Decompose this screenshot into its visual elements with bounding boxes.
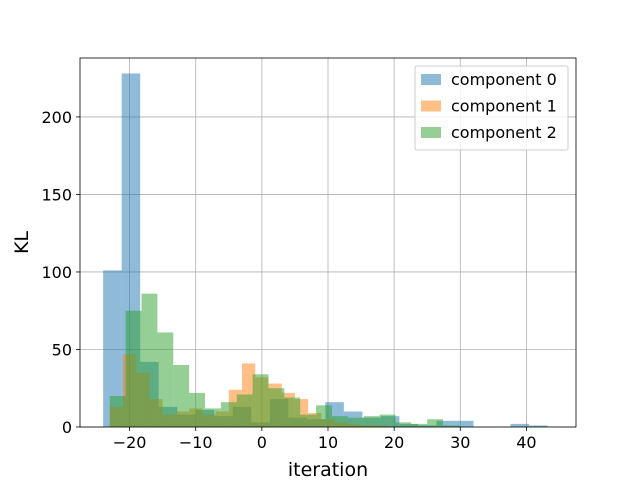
legend-swatch [421, 127, 441, 138]
histogram-bar [220, 402, 237, 427]
histogram-bar [109, 395, 126, 427]
x-tick-label: 40 [516, 433, 536, 452]
histogram-bar [427, 419, 444, 427]
histogram-bar [157, 332, 174, 427]
histogram-bars [103, 73, 548, 427]
histogram-bar [454, 420, 474, 427]
histogram-bar [316, 405, 332, 427]
y-tick-label: 200 [41, 108, 72, 127]
histogram-bar [268, 388, 285, 427]
histogram-bar [236, 394, 253, 427]
histogram-bar [189, 392, 205, 427]
histogram-bar [141, 293, 158, 427]
histogram-bar [363, 416, 380, 427]
x-tick-label: −20 [113, 433, 147, 452]
histogram-bar [411, 423, 428, 427]
legend-swatch [421, 74, 441, 85]
histogram-bar [436, 420, 455, 427]
legend: component 0 component 1 component 2 [414, 65, 569, 151]
legend-swatch [421, 100, 441, 112]
histogram-bar [125, 310, 142, 427]
histogram-bar [331, 416, 348, 427]
axis-ticks: −20 −10 0 10 20 30 40 0 50 100 150 200 [41, 108, 536, 452]
histogram-bar [300, 414, 317, 427]
x-tick-label: 20 [384, 433, 404, 452]
y-tick-label: 50 [52, 340, 72, 359]
histogram-bar [173, 364, 190, 427]
x-tick-label: 10 [318, 433, 338, 452]
legend-label: component 2 [451, 123, 557, 142]
x-tick-label: −10 [179, 433, 213, 452]
histogram-bar [379, 414, 396, 427]
histogram-bar [347, 417, 364, 427]
histogram-bar [103, 270, 122, 427]
series-2-bars [109, 293, 459, 427]
x-tick-label: 30 [450, 433, 470, 452]
histogram-bar [284, 397, 301, 427]
histogram-bar [252, 374, 269, 427]
y-tick-label: 100 [41, 263, 72, 282]
histogram-bar [204, 408, 221, 427]
x-axis-title: iteration [288, 459, 368, 480]
y-tick-label: 150 [41, 185, 72, 204]
legend-label: component 1 [451, 97, 557, 116]
x-tick-label: 0 [257, 433, 267, 452]
legend-label: component 0 [451, 70, 557, 89]
y-axis-title: KL [11, 231, 33, 254]
histogram-bar [395, 422, 412, 427]
legend-box [414, 65, 569, 151]
histogram-bar [510, 423, 530, 427]
histogram-bar [529, 425, 548, 427]
histogram-bar [443, 425, 459, 427]
y-tick-label: 0 [62, 418, 72, 437]
